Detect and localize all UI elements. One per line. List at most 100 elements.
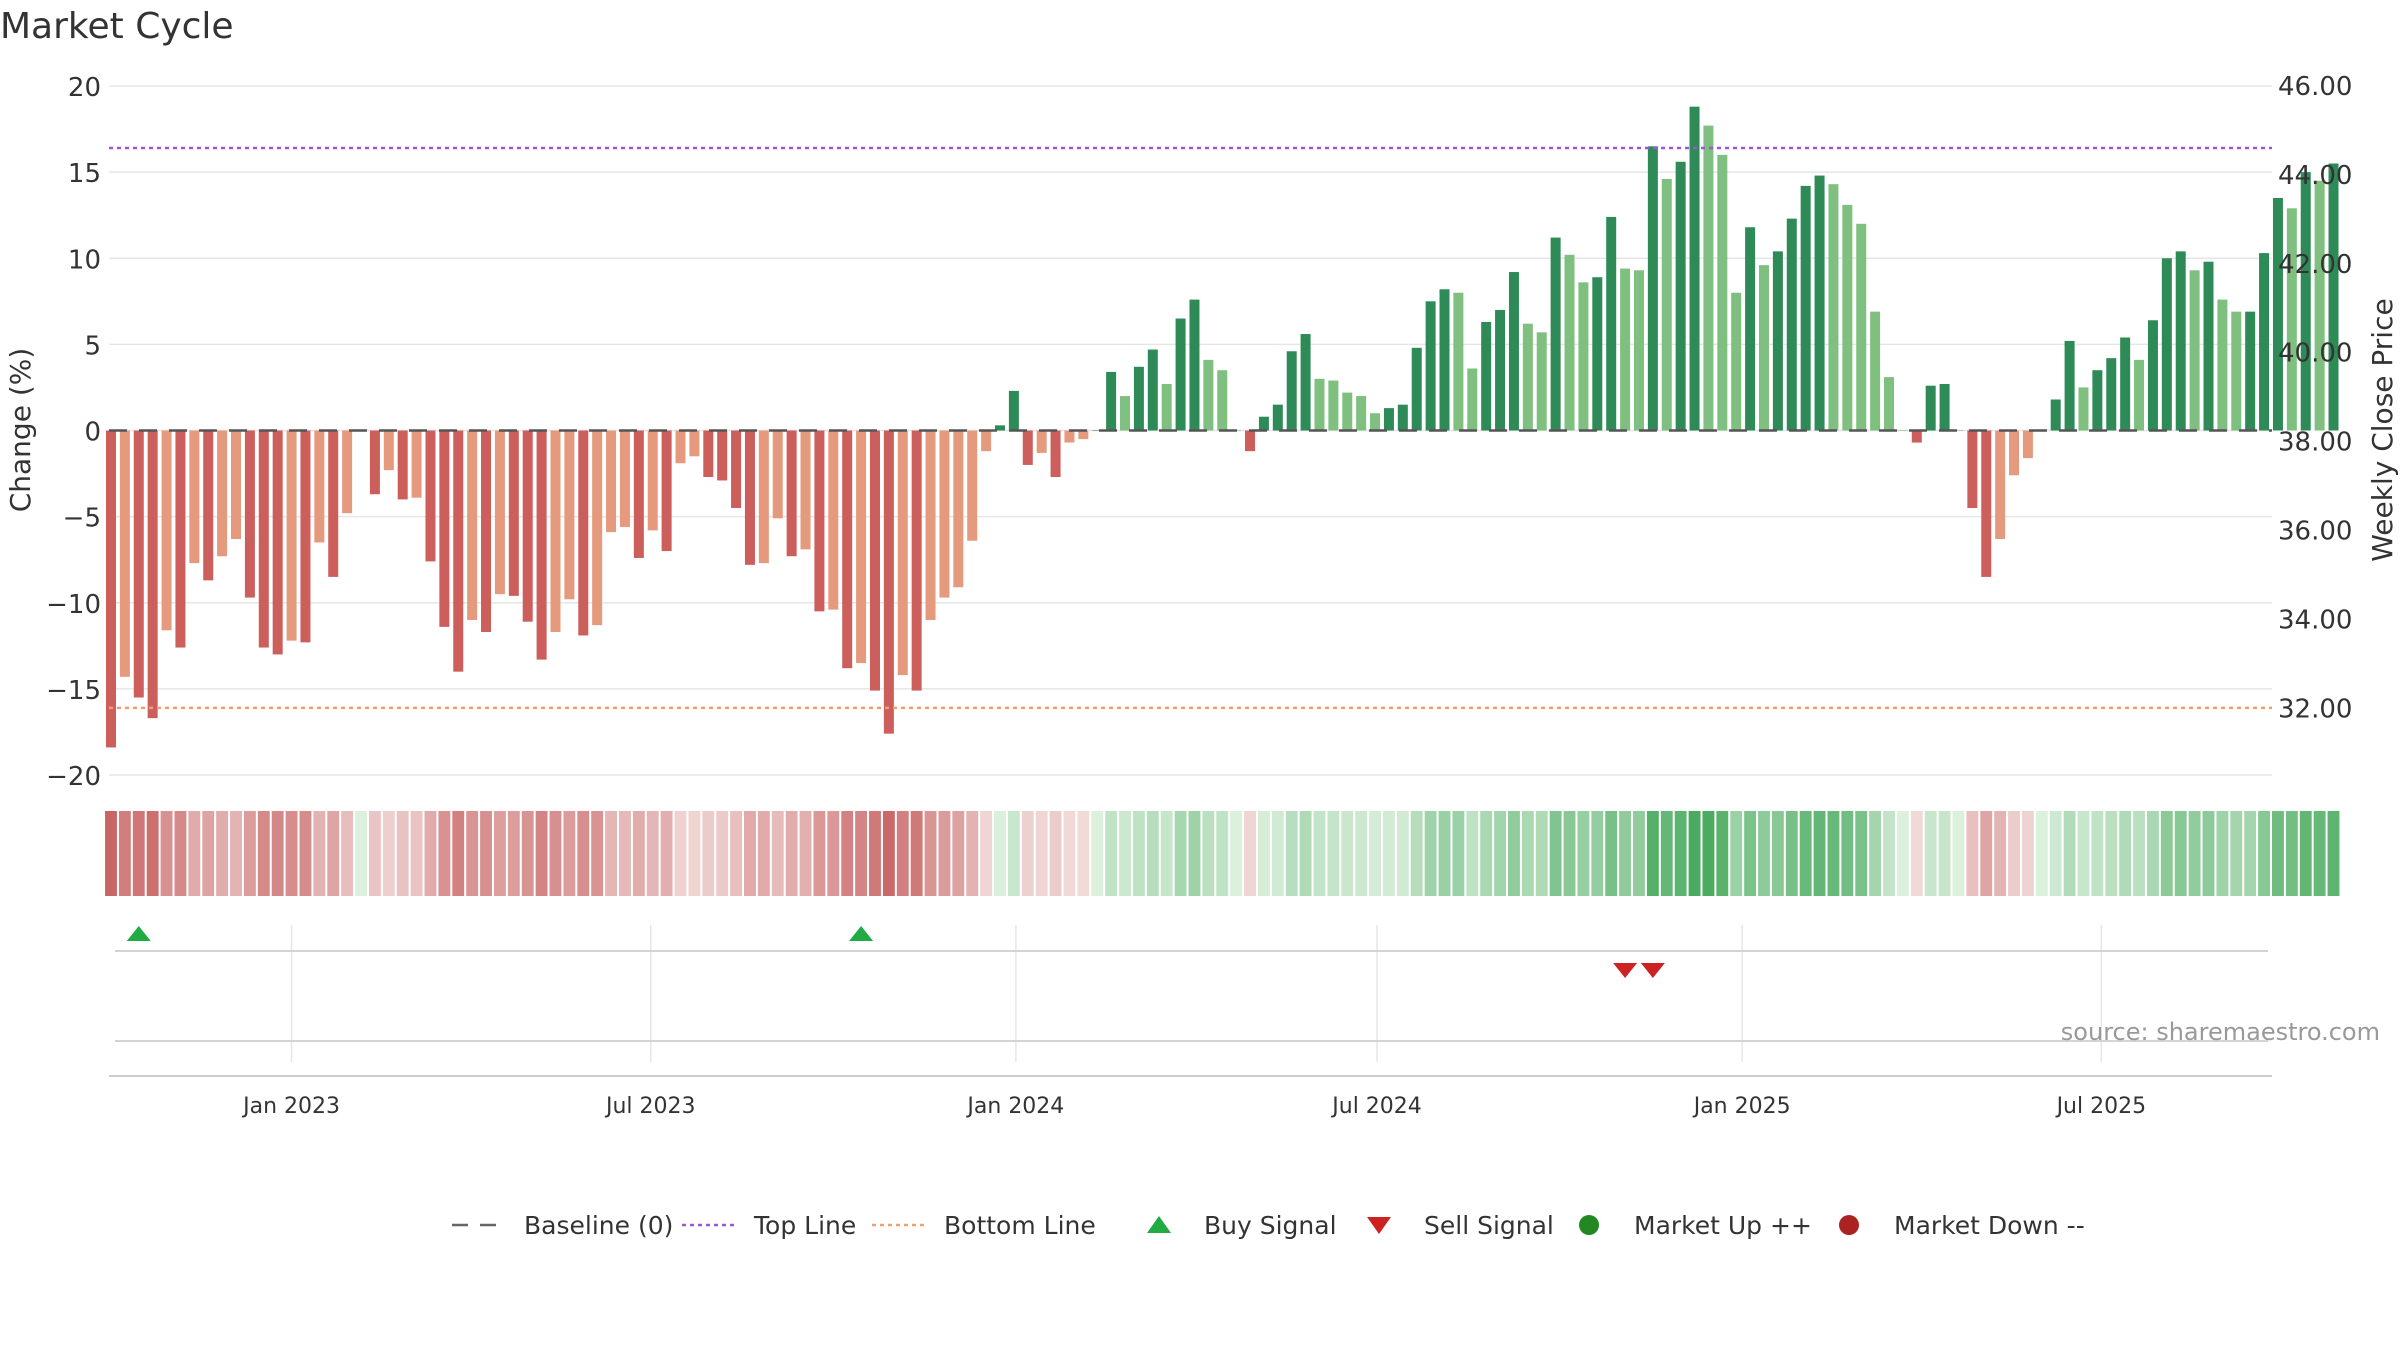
- bar: [1578, 282, 1589, 431]
- bar: [897, 430, 908, 676]
- bar: [925, 430, 936, 620]
- heat-cell: [521, 811, 534, 896]
- heat-cell: [1285, 811, 1298, 896]
- legend-label: Market Up ++: [1634, 1211, 1812, 1240]
- grid: [109, 85, 2272, 776]
- legend-item: Baseline (0): [452, 1211, 673, 1240]
- bar: [133, 430, 144, 698]
- heat-cell: [618, 811, 631, 896]
- bar: [1856, 223, 1867, 431]
- bar: [1814, 175, 1825, 431]
- bar: [1675, 161, 1686, 431]
- y-left-tick-label: −15: [46, 676, 101, 706]
- legend-label: Market Down --: [1894, 1211, 2085, 1240]
- heat-cell: [2035, 811, 2048, 896]
- heat-cell: [563, 811, 576, 896]
- heat-cell: [1410, 811, 1423, 896]
- heat-cell: [146, 811, 159, 896]
- heat-cell: [2174, 811, 2187, 896]
- heat-cell: [785, 811, 798, 896]
- heat-cell: [1660, 811, 1673, 896]
- source-note: source: sharemaestro.com: [2061, 1018, 2380, 1046]
- y-axis-left: 20 15 10 5 0 −5 −10 −15 −20: [46, 73, 101, 792]
- heat-cell: [2230, 811, 2243, 896]
- bar: [1731, 292, 1742, 431]
- bar: [1328, 380, 1339, 431]
- heat-cell: [1480, 811, 1493, 896]
- heat-cell: [1091, 811, 1104, 896]
- bar: [2022, 430, 2033, 459]
- bar: [1370, 413, 1381, 431]
- heat-cell: [160, 811, 173, 896]
- y-left-tick-label: 0: [84, 418, 101, 448]
- heat-cell: [1980, 811, 1993, 896]
- heat-cell: [2299, 811, 2312, 896]
- y-right-tick-label: 44.00: [2278, 161, 2352, 191]
- heat-cell: [2133, 811, 2145, 896]
- bar: [1425, 301, 1436, 431]
- heat-cell: [757, 811, 770, 896]
- heat-cell: [1244, 811, 1256, 896]
- y-right-tick-label: 36.00: [2278, 517, 2352, 547]
- heat-cell: [1355, 811, 1368, 896]
- bar: [244, 430, 255, 598]
- heat-cell: [1646, 811, 1659, 896]
- bar: [592, 430, 603, 626]
- bar: [1439, 289, 1450, 431]
- bar: [2328, 163, 2339, 431]
- bar: [744, 430, 755, 565]
- bar: [2009, 430, 2020, 476]
- heat-cell: [396, 811, 409, 896]
- bar: [2259, 253, 2270, 431]
- legend-label: Bottom Line: [944, 1211, 1096, 1240]
- bar: [425, 430, 436, 562]
- bar: [2092, 370, 2103, 431]
- bar: [300, 430, 311, 643]
- legend-swatch-circle: [1839, 1215, 1859, 1235]
- bar: [1689, 106, 1700, 431]
- y-right-tick-label: 38.00: [2278, 428, 2352, 458]
- heat-cell: [105, 811, 117, 896]
- heat-cell: [1730, 811, 1743, 896]
- bar: [189, 430, 200, 564]
- bar: [1550, 237, 1561, 431]
- legend-item: Sell Signal: [1367, 1211, 1554, 1240]
- heat-cell: [896, 811, 909, 896]
- y-left-tick-label: 5: [84, 331, 101, 361]
- bar: [2147, 320, 2158, 431]
- bar: [105, 430, 116, 748]
- heat-cell: [1966, 811, 1979, 896]
- bar: [1897, 430, 1908, 431]
- heat-cell: [410, 811, 423, 896]
- bar: [689, 430, 700, 457]
- bar: [1133, 366, 1144, 431]
- bar: [1981, 430, 1992, 577]
- buy-signal-marker: [126, 926, 151, 941]
- heat-cell: [952, 811, 965, 896]
- legend-item: Market Down --: [1839, 1211, 2085, 1240]
- heat-cell: [605, 811, 617, 896]
- bar: [2231, 311, 2242, 431]
- heat-cell: [1758, 811, 1770, 896]
- heat-cell: [1216, 811, 1229, 896]
- y-axis-right-label: Weekly Close Price: [2366, 298, 2399, 561]
- bar: [1772, 251, 1783, 431]
- bar: [675, 430, 686, 464]
- heat-cell: [1896, 811, 1909, 896]
- heat-cell: [855, 811, 868, 896]
- bar: [1508, 272, 1519, 431]
- bar: [1008, 390, 1019, 431]
- buy-signal-marker: [849, 926, 874, 941]
- heat-cell: [1688, 811, 1701, 896]
- y-right-tick-label: 40.00: [2278, 339, 2352, 369]
- bar: [161, 430, 172, 631]
- heat-cell: [327, 811, 340, 896]
- heat-cell: [1883, 811, 1895, 896]
- heat-cell: [1869, 811, 1882, 896]
- bar: [258, 430, 269, 648]
- heat-cell: [1007, 811, 1020, 896]
- bar: [1217, 370, 1228, 431]
- bar: [731, 430, 742, 509]
- y-right-tick-label: 42.00: [2278, 250, 2352, 280]
- bar: [1592, 277, 1603, 431]
